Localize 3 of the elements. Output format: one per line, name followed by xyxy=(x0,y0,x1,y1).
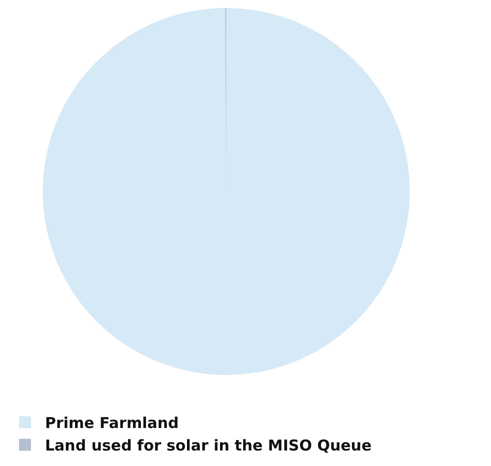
legend-label: Prime Farmland xyxy=(45,414,179,432)
pie-slice xyxy=(42,8,410,375)
legend-label: Land used for solar in the MISO Queue xyxy=(45,436,372,455)
